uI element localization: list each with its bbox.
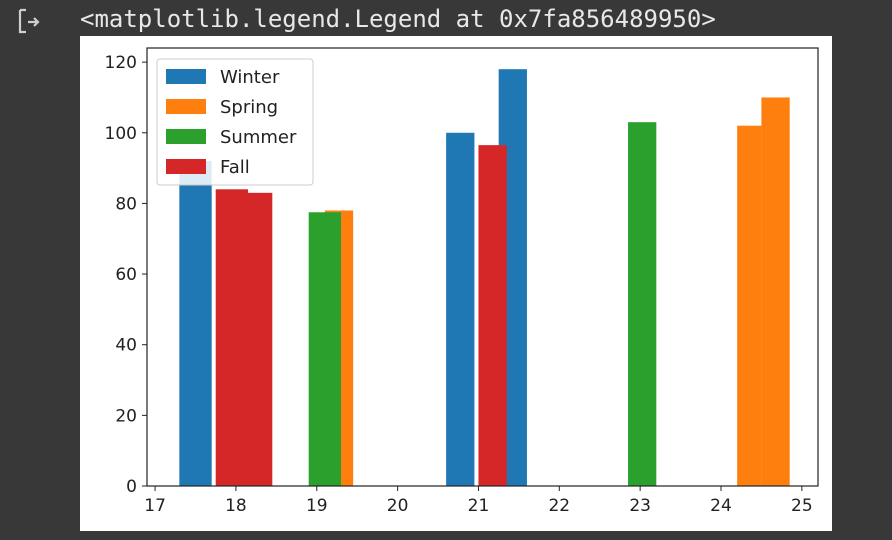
x-tick-label: 22	[548, 496, 570, 516]
legend-swatch-fall	[166, 159, 206, 174]
legend-swatch-spring	[166, 99, 206, 114]
legend-box	[156, 58, 314, 186]
x-tick-label: 25	[791, 496, 813, 516]
x-tick-label: 24	[710, 496, 732, 516]
bar-spring-1	[737, 125, 762, 486]
bar-fall-2	[478, 145, 507, 487]
y-tick-label: 40	[115, 336, 137, 356]
y-tick-label: 60	[115, 265, 137, 285]
legend-label-winter: Winter	[220, 67, 280, 88]
bar-chart: 17 18 19 20 21 22 23 24 25 0 20 40 60 80 100 120 Winter S…	[105, 47, 819, 516]
bar-summer-0	[308, 212, 342, 486]
x-tick-label: 21	[468, 496, 490, 516]
legend-label-summer: Summer	[220, 127, 297, 148]
legend-swatch-winter	[166, 69, 206, 84]
y-tick-label: 80	[115, 194, 137, 214]
x-tick-label: 18	[225, 496, 247, 516]
legend-label-spring: Spring	[220, 97, 278, 118]
x-tick-label: 20	[387, 496, 409, 516]
output-redirect-icon[interactable]	[16, 8, 44, 36]
y-tick-label: 120	[105, 53, 137, 73]
bar-fall-1	[244, 192, 273, 487]
x-tick-label: 23	[629, 496, 651, 516]
bar-spring-2	[761, 97, 790, 487]
x-tick-label: 17	[144, 496, 166, 516]
cell-output-bar: <matplotlib.legend.Legend at 0x7fa856489…	[0, 0, 892, 36]
bar-summer-2	[628, 122, 657, 486]
y-tick-label: 100	[105, 124, 137, 144]
bar-winter-1	[446, 132, 475, 486]
legend-swatch-summer	[166, 129, 206, 144]
bar-fall-0	[215, 189, 249, 486]
axes-frame	[146, 47, 819, 487]
y-tick-label: 20	[115, 406, 137, 426]
x-tick-label: 19	[306, 496, 328, 516]
y-tick-label: 0	[126, 477, 137, 497]
chart-figure: 17 18 19 20 21 22 23 24 25 0 20 40 60 80 100 120 Winter S…	[80, 36, 832, 531]
cell-output-text: <matplotlib.legend.Legend at 0x7fa856489…	[80, 5, 716, 33]
legend-label-fall: Fall	[220, 157, 250, 178]
bar-winter-0	[179, 161, 212, 486]
